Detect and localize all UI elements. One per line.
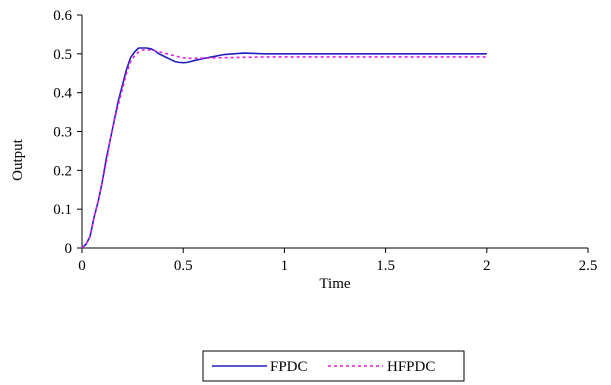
x-axis: 0 0.5 1 1.5 2 2.5	[78, 247, 598, 274]
y-tick-label: 0.2	[53, 163, 72, 179]
x-tick-label: 1	[281, 258, 289, 274]
series-layer	[81, 47, 487, 249]
series-line-fpdc	[81, 47, 487, 249]
y-axis-title: Output	[10, 138, 26, 181]
y-tick-label: 0.6	[53, 8, 72, 24]
y-tick-label: 0	[65, 241, 73, 257]
legend-label-fpdc: FPDC	[270, 359, 308, 375]
x-tick-label: 2	[483, 258, 491, 274]
y-tick-label: 0.4	[53, 86, 72, 102]
y-tick-label: 0.1	[53, 202, 72, 218]
x-axis-title: Time	[319, 276, 350, 292]
legend: FPDC HFPDC	[202, 350, 465, 382]
x-tick-label: 1.5	[376, 258, 395, 274]
legend-label-hfpdc: HFPDC	[387, 359, 435, 375]
x-tick-label: 0.5	[174, 258, 193, 274]
x-tick-label: 2.5	[579, 258, 598, 274]
y-tick-label: 0.5	[53, 47, 72, 63]
x-tick-label: 0	[78, 258, 86, 274]
series-line-hfpdc	[81, 49, 487, 249]
y-tick-label: 0.3	[53, 125, 72, 141]
y-axis: 0 0.1 0.2 0.3 0.4 0.5 0.6	[53, 8, 83, 257]
